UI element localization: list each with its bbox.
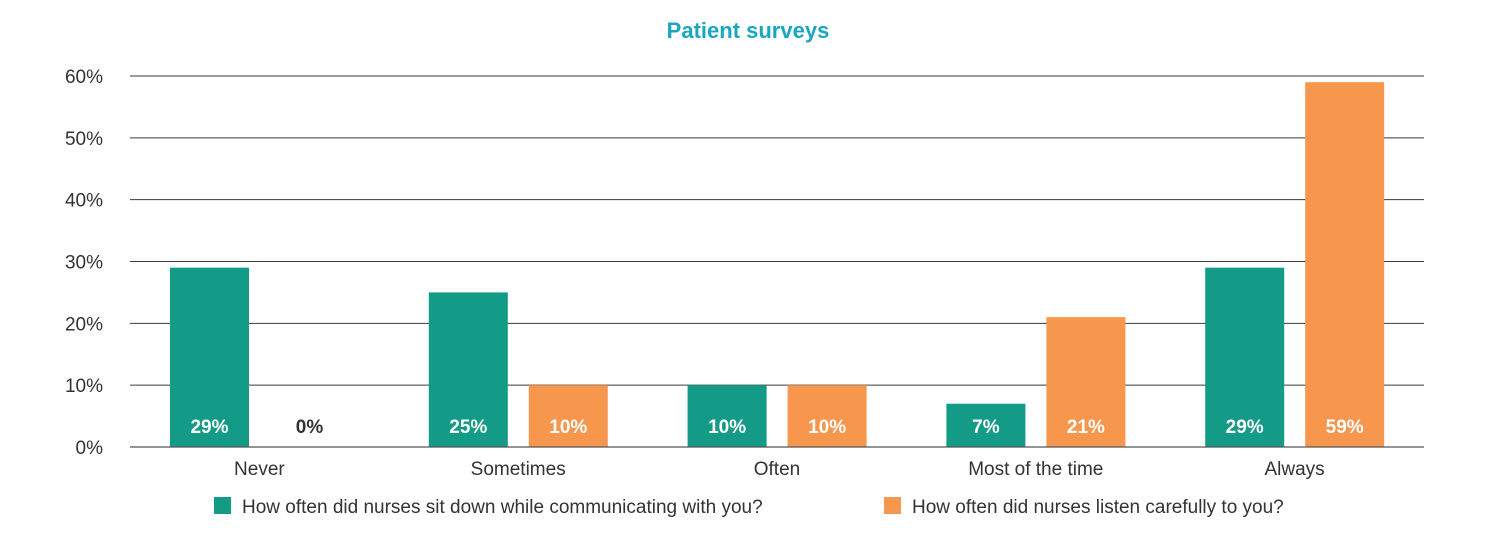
y-tick-label: 30%	[65, 253, 103, 274]
x-category-label: Most of the time	[968, 459, 1103, 480]
y-tick-label: 10%	[65, 376, 103, 397]
y-tick-label: 60%	[65, 67, 103, 88]
x-category-label: Always	[1265, 459, 1325, 480]
x-category-label: Sometimes	[471, 459, 566, 480]
x-category-label: Never	[234, 459, 285, 480]
bar	[787, 385, 867, 447]
bar	[1205, 267, 1285, 447]
bar-value-label: 7%	[972, 417, 1000, 438]
bar-value-label: 10%	[808, 417, 846, 438]
y-axis-tick-labels: 0% 10% 20% 30% 40% 50% 60%	[65, 67, 103, 459]
legend-swatch-series-1	[214, 497, 231, 514]
bars	[170, 82, 1385, 447]
bar-value-labels: 29% 0% 25% 10% 10% 10% 7% 21% 29% 59%	[190, 417, 1363, 438]
y-tick-label: 20%	[65, 314, 103, 335]
bar	[1046, 317, 1126, 447]
bar	[1305, 82, 1385, 447]
bar-value-label: 0%	[296, 417, 324, 438]
bar	[687, 385, 767, 447]
bar-value-label: 29%	[190, 417, 228, 438]
bar-value-label: 25%	[449, 417, 487, 438]
bar	[428, 292, 508, 447]
bar	[946, 403, 1026, 447]
bar	[170, 267, 249, 447]
legend: How often did nurses sit down while comm…	[214, 497, 1284, 518]
y-tick-label: 40%	[65, 191, 103, 212]
legend-swatch-series-2	[884, 497, 901, 514]
bar	[528, 385, 608, 447]
bar-value-label: 29%	[1226, 417, 1264, 438]
x-category-label: Often	[754, 459, 800, 480]
bar-value-label: 59%	[1326, 417, 1364, 438]
bar-value-label: 10%	[549, 417, 587, 438]
legend-label-series-2: How often did nurses listen carefully to…	[912, 497, 1284, 518]
legend-label-series-1: How often did nurses sit down while comm…	[242, 497, 763, 518]
x-axis-category-labels: Never Sometimes Often Most of the time Alway…	[234, 459, 1325, 480]
chart-title: Patient surveys	[667, 18, 830, 43]
bar-value-label: 10%	[708, 417, 746, 438]
y-tick-label: 50%	[65, 129, 103, 150]
bar-value-label: 21%	[1067, 417, 1105, 438]
y-tick-label: 0%	[76, 438, 104, 459]
